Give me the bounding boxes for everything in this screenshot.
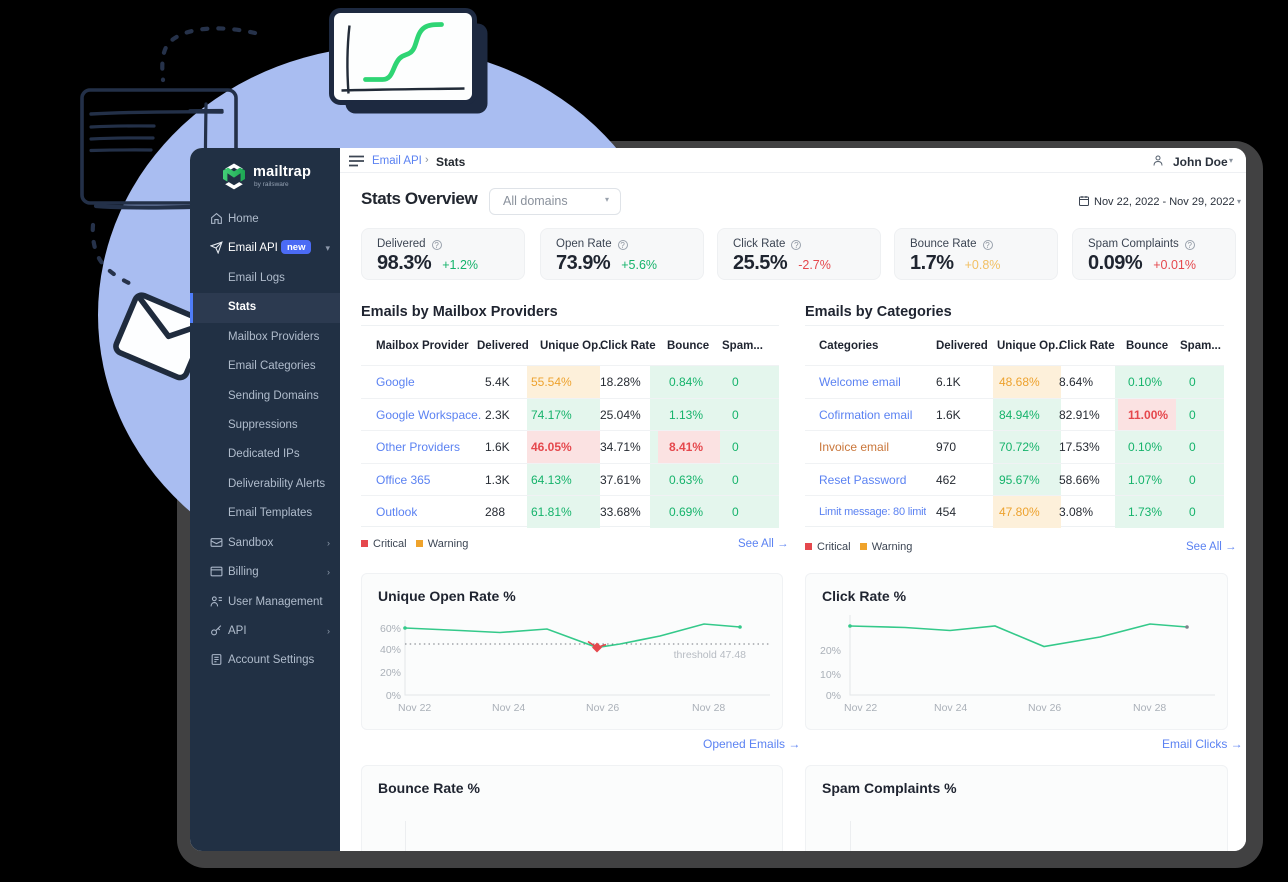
svg-text:Nov 28: Nov 28	[1133, 702, 1166, 714]
svg-text:Nov 22: Nov 22	[398, 702, 431, 714]
svg-text:Nov 22: Nov 22	[844, 702, 877, 714]
svg-text:40%: 40%	[380, 644, 401, 656]
svg-text:60%: 60%	[380, 623, 401, 635]
svg-text:threshold 47.48: threshold 47.48	[674, 649, 747, 661]
svg-text:Nov 28: Nov 28	[692, 702, 725, 714]
svg-text:20%: 20%	[380, 667, 401, 679]
svg-text:10%: 10%	[820, 669, 841, 681]
svg-text:0%: 0%	[386, 690, 401, 702]
svg-text:20%: 20%	[820, 645, 841, 657]
svg-text:0%: 0%	[826, 690, 841, 702]
svg-text:Nov 24: Nov 24	[934, 702, 967, 714]
svg-text:Nov 26: Nov 26	[586, 702, 619, 714]
svg-text:Nov 24: Nov 24	[492, 702, 525, 714]
svg-text:Nov 26: Nov 26	[1028, 702, 1061, 714]
